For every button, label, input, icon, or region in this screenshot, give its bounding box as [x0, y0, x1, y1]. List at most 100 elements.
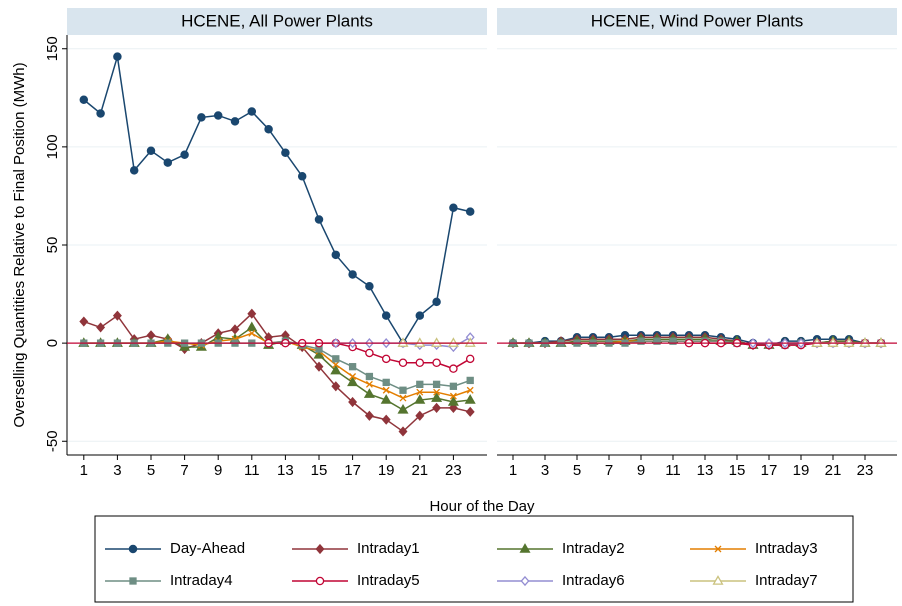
x-tick-label: 3 — [113, 462, 121, 479]
marker — [382, 386, 390, 394]
marker — [365, 380, 373, 388]
marker — [414, 337, 426, 347]
marker — [381, 414, 391, 425]
marker — [163, 158, 173, 167]
marker — [348, 363, 357, 371]
panel-header — [497, 8, 897, 35]
marker — [843, 337, 855, 347]
marker — [96, 109, 105, 118]
x-tick-label: 15 — [311, 462, 328, 479]
marker — [416, 380, 424, 388]
marker — [432, 297, 441, 307]
x-tick-label: 19 — [378, 462, 395, 479]
x-tick-label: 17 — [344, 462, 361, 479]
y-tick-label: 150 — [44, 36, 61, 61]
x-tick-label: 11 — [244, 462, 260, 479]
marker — [382, 378, 390, 387]
marker — [432, 358, 441, 368]
marker — [197, 113, 206, 122]
marker — [128, 544, 138, 554]
marker — [637, 337, 645, 345]
marker — [230, 117, 240, 126]
legend-label: Day-Ahead — [170, 540, 245, 557]
y-tick-label: 100 — [44, 134, 61, 159]
x-tick-label: 23 — [857, 462, 874, 479]
marker — [313, 348, 325, 359]
marker — [96, 322, 106, 333]
marker — [213, 111, 223, 120]
series: Day-Ahead — [79, 52, 475, 348]
marker — [79, 95, 89, 105]
marker — [431, 392, 443, 402]
marker — [465, 207, 475, 216]
marker — [365, 348, 374, 358]
x-tick-label: 13 — [277, 462, 294, 479]
x-axis-label: Hour of the Day — [429, 498, 535, 515]
x-tick-label: 7 — [605, 462, 613, 479]
marker — [297, 172, 307, 181]
line — [83, 56, 471, 345]
legend-label: Intraday3 — [755, 540, 818, 557]
x-tick-label: 15 — [729, 462, 746, 479]
marker — [811, 337, 823, 347]
x-tick-label: 21 — [825, 462, 842, 479]
x-tick-label: 9 — [637, 462, 645, 479]
y-tick-label: -50 — [44, 430, 61, 452]
panel-header — [67, 8, 487, 35]
series: Intraday4 — [80, 337, 474, 394]
marker — [397, 403, 409, 414]
marker — [381, 354, 391, 364]
marker — [399, 386, 407, 394]
marker — [464, 337, 476, 347]
panel-title: HCENE, Wind Power Plants — [591, 11, 804, 30]
marker — [315, 543, 325, 555]
marker — [381, 311, 391, 320]
line — [83, 312, 471, 433]
x-tick-label: 23 — [445, 462, 462, 479]
marker — [448, 402, 458, 413]
marker — [714, 545, 722, 553]
marker — [414, 394, 426, 404]
marker — [264, 124, 273, 134]
marker — [416, 388, 424, 396]
marker — [248, 329, 256, 337]
legend-label: Intraday4 — [170, 572, 233, 589]
marker — [247, 308, 257, 319]
x-tick-label: 13 — [697, 462, 714, 479]
marker — [112, 310, 122, 321]
legend-label: Intraday1 — [357, 540, 420, 557]
marker — [348, 270, 357, 279]
x-tick-label: 9 — [214, 462, 222, 479]
x-tick-label: 3 — [541, 462, 549, 479]
legend-label: Intraday5 — [357, 572, 420, 589]
marker — [331, 381, 341, 392]
x-tick-label: 1 — [80, 462, 88, 479]
marker — [415, 410, 425, 421]
marker — [246, 321, 258, 332]
marker — [827, 337, 839, 347]
marker — [447, 337, 459, 347]
y-tick-label: 0 — [44, 339, 61, 347]
series: Intraday1 — [79, 308, 475, 437]
marker — [315, 576, 325, 586]
marker — [332, 355, 340, 363]
marker — [399, 394, 407, 402]
x-tick-label: 5 — [573, 462, 581, 479]
marker — [432, 402, 442, 413]
x-tick-label: 1 — [509, 462, 517, 479]
x-tick-label: 21 — [411, 462, 428, 479]
legend-box — [94, 515, 854, 603]
line — [83, 340, 471, 392]
marker — [314, 215, 324, 224]
marker — [129, 577, 137, 585]
y-axis-label: Overselling Quantities Relative to Final… — [11, 62, 28, 427]
marker — [669, 337, 677, 345]
marker — [332, 361, 340, 369]
marker — [464, 394, 476, 404]
marker — [331, 250, 341, 260]
marker — [431, 337, 443, 347]
panel-title: HCENE, All Power Plants — [181, 11, 373, 30]
line — [83, 326, 471, 411]
series: Intraday3 — [80, 329, 474, 402]
marker — [433, 388, 441, 396]
